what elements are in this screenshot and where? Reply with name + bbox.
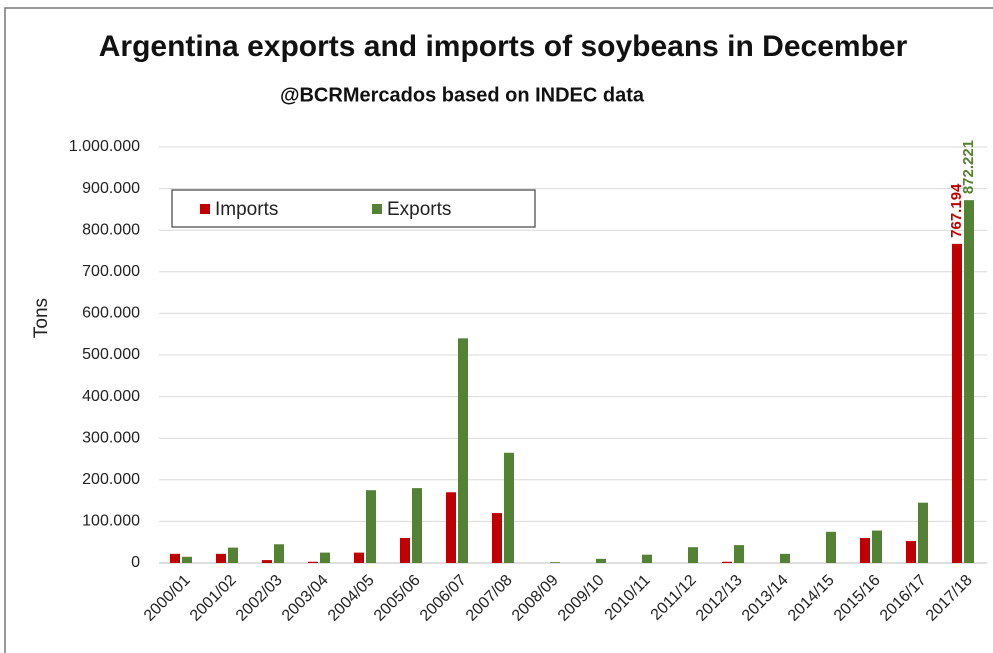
bar: [262, 560, 272, 563]
x-tick-label: 2017/18: [923, 572, 976, 625]
chart-subtitle: @BCRMercados based on INDEC data: [280, 84, 645, 106]
bar: [446, 492, 456, 563]
x-tick-label: 2001/02: [187, 572, 240, 625]
x-tick-label: 2000/01: [141, 572, 194, 625]
bar: [642, 554, 652, 563]
x-tick-label: 2009/10: [555, 572, 608, 625]
bar: [492, 513, 502, 563]
x-tick-label: 2011/12: [648, 572, 700, 624]
bar: [734, 545, 744, 563]
bar: [458, 338, 468, 563]
bar: [826, 531, 836, 563]
x-tick-label: 2008/09: [509, 572, 562, 625]
bar: [320, 552, 330, 563]
y-tick-label: 700.000: [82, 263, 140, 280]
y-tick-label: 800.000: [82, 221, 140, 238]
bar: [182, 556, 192, 563]
bar: [366, 490, 376, 563]
y-axis-title: Tons: [31, 298, 52, 338]
bar: [504, 452, 514, 563]
x-tick-label: 2016/17: [877, 572, 930, 625]
bar: [964, 200, 974, 563]
x-tick-label: 2013/14: [739, 572, 792, 625]
legend-label: Exports: [387, 199, 451, 220]
x-tick-label: 2015/16: [831, 572, 884, 625]
bar: [860, 538, 870, 563]
bar: [918, 502, 928, 563]
y-tick-label: 100.000: [82, 513, 140, 530]
bar: [596, 558, 606, 563]
x-tick-label: 2006/07: [417, 572, 470, 625]
bar: [170, 553, 180, 563]
y-tick-label: 200.000: [82, 471, 140, 488]
y-tick-label: 1.000.000: [69, 138, 140, 155]
x-tick-label: 2003/04: [279, 572, 332, 625]
x-tick-label: 2012/13: [693, 572, 746, 625]
bar: [274, 544, 284, 563]
chart-title: Argentina exports and imports of soybean…: [99, 30, 908, 63]
bar: [216, 553, 226, 563]
y-tick-label: 900.000: [82, 180, 140, 197]
data-label: 767.194: [948, 183, 965, 238]
bar: [952, 243, 962, 563]
bar: [722, 561, 732, 563]
bar: [872, 530, 882, 563]
x-tick-label: 2004/05: [325, 572, 378, 625]
legend-swatch: [372, 204, 382, 214]
x-tick-label: 2014/15: [785, 572, 838, 625]
legend-box: [171, 189, 536, 228]
bar: [308, 561, 318, 563]
bar: [228, 547, 238, 563]
data-label: 872.221: [960, 140, 977, 194]
x-tick-label: 2005/06: [371, 572, 424, 625]
y-tick-label: 400.000: [82, 388, 140, 405]
y-tick-label: 500.000: [82, 346, 140, 363]
bar: [412, 488, 422, 563]
y-tick-label: 0: [131, 554, 140, 571]
bar: [400, 538, 410, 563]
bar: [550, 562, 560, 563]
bar: [780, 553, 790, 563]
bar: [354, 552, 364, 563]
x-tick-label: 2002/03: [233, 572, 286, 625]
bar: [688, 547, 698, 563]
y-tick-label: 300.000: [82, 429, 140, 446]
frame: [4, 7, 993, 653]
x-tick-label: 2007/08: [463, 572, 516, 625]
y-tick-label: 600.000: [82, 305, 140, 322]
x-tick-label: 2010/11: [602, 572, 654, 624]
bar: [906, 540, 916, 563]
legend-swatch: [200, 204, 210, 214]
legend-label: Imports: [215, 199, 278, 220]
